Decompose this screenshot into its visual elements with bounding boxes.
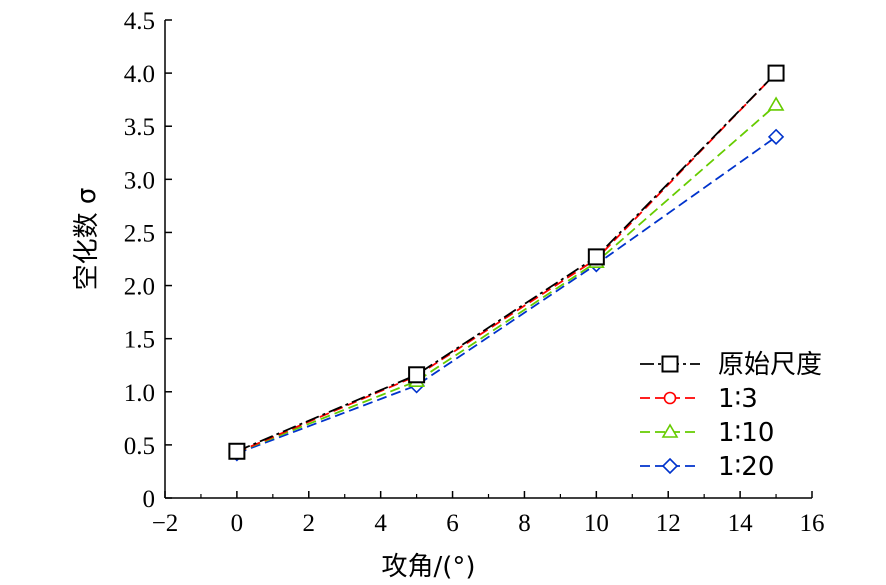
x-tick-label: 16 bbox=[800, 510, 825, 537]
data-point-0 bbox=[408, 366, 426, 384]
data-point-2 bbox=[767, 96, 785, 111]
series-group bbox=[228, 64, 785, 462]
legend-label-3: 1∶20 bbox=[718, 452, 774, 482]
legend-label-2: 1∶10 bbox=[718, 418, 774, 448]
legend: 原始尺度 1∶3 1∶10 1∶20 bbox=[640, 350, 822, 482]
y-tick-label: 3.5 bbox=[124, 114, 155, 141]
x-tick-label: 6 bbox=[446, 510, 459, 537]
series-line-0 bbox=[236, 72, 777, 453]
series-line-1 bbox=[236, 72, 777, 454]
legend-marker-3 bbox=[661, 457, 679, 475]
x-tick-label: 14 bbox=[728, 510, 754, 537]
legend-marker-1 bbox=[663, 391, 677, 405]
legend-label-0: 原始尺度 bbox=[718, 350, 822, 380]
legend-label-1: 1∶3 bbox=[718, 384, 758, 414]
y-tick-label: 3.0 bbox=[124, 167, 155, 194]
y-tick-label: 1.5 bbox=[124, 327, 155, 354]
x-axis-label: 攻角/(°) bbox=[381, 552, 475, 582]
data-point-0 bbox=[587, 248, 605, 266]
y-tick-label: 0.5 bbox=[124, 433, 155, 460]
y-tick-label: 2.5 bbox=[124, 220, 155, 247]
series-line-2 bbox=[236, 104, 777, 454]
axes bbox=[164, 20, 812, 499]
y-tick-label: 4.5 bbox=[124, 8, 155, 35]
y-tick-label: 1.0 bbox=[124, 380, 155, 407]
data-point-0 bbox=[228, 442, 246, 460]
legend-marker-0 bbox=[661, 355, 679, 373]
y-tick-label: 0 bbox=[143, 486, 156, 513]
y-axis-label: 空化数 σ bbox=[72, 188, 102, 291]
x-tick-label: 0 bbox=[231, 510, 244, 537]
data-point-3 bbox=[767, 128, 785, 145]
y-tick-label: 2.0 bbox=[124, 274, 155, 301]
x-tick-label: 12 bbox=[656, 510, 681, 537]
x-tick-label: 10 bbox=[584, 510, 609, 537]
series-line-3 bbox=[236, 136, 777, 455]
x-tick-label: 2 bbox=[303, 510, 316, 537]
x-tick-label: 8 bbox=[518, 510, 531, 537]
x-tick-label: 4 bbox=[374, 510, 387, 537]
y-tick-label: 4.0 bbox=[124, 61, 155, 88]
legend-marker-2 bbox=[661, 423, 679, 438]
x-tick-label: −2 bbox=[152, 510, 179, 537]
data-point-0 bbox=[767, 64, 785, 82]
ticks: −2 0 2 4 6 8 10 12 14 1600.51.01.52.02.53.03.54.0… bbox=[124, 8, 825, 537]
